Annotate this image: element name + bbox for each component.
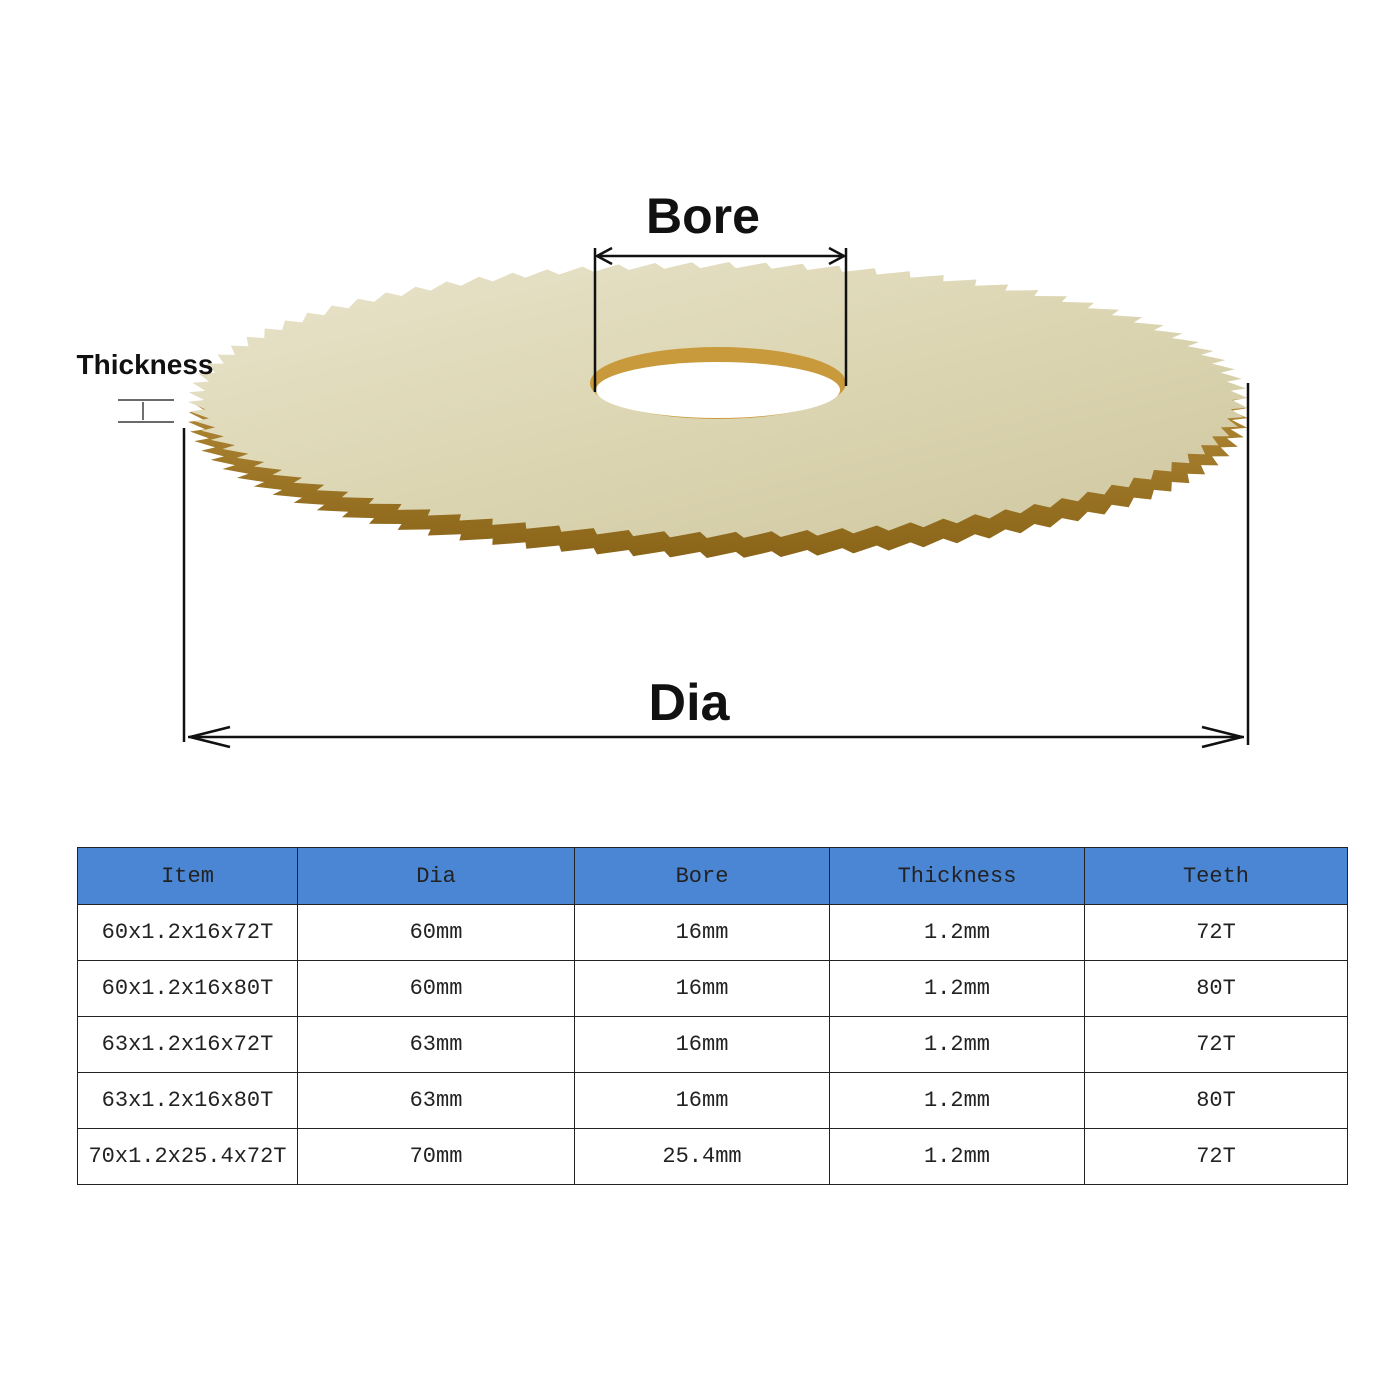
bore-hole xyxy=(596,362,840,418)
cell: 72T xyxy=(1084,1128,1348,1185)
table-row: 60x1.2x16x72T 60mm 16mm 1.2mm 72T xyxy=(77,904,1348,961)
cell: 80T xyxy=(1084,960,1348,1017)
header-cell: Item xyxy=(77,847,298,905)
cell: 1.2mm xyxy=(829,1128,1085,1185)
cell: 70mm xyxy=(297,1128,575,1185)
cell: 1.2mm xyxy=(829,1072,1085,1129)
cell: 16mm xyxy=(574,1016,830,1073)
table-row: 63x1.2x16x80T 63mm 16mm 1.2mm 80T xyxy=(77,1072,1348,1129)
cell: 60x1.2x16x80T xyxy=(77,960,298,1017)
cell: 80T xyxy=(1084,1072,1348,1129)
header-cell: Thickness xyxy=(829,847,1085,905)
cell: 70x1.2x25.4x72T xyxy=(77,1128,298,1185)
cell: 72T xyxy=(1084,904,1348,961)
cell: 25.4mm xyxy=(574,1128,830,1185)
header-cell: Teeth xyxy=(1084,847,1348,905)
dimension-lines xyxy=(118,246,1250,749)
header-cell: Bore xyxy=(574,847,830,905)
blade-diagram: Bore Dia Thickness xyxy=(77,188,1250,749)
cell: 16mm xyxy=(574,1072,830,1129)
header-cell: Dia xyxy=(297,847,575,905)
bore-label: Bore xyxy=(646,188,760,244)
cell: 63x1.2x16x80T xyxy=(77,1072,298,1129)
table-row: 70x1.2x25.4x72T 70mm 25.4mm 1.2mm 72T xyxy=(77,1128,1348,1185)
cell: 1.2mm xyxy=(829,960,1085,1017)
thickness-label: Thickness xyxy=(77,349,214,380)
cell: 63mm xyxy=(297,1016,575,1073)
table-row: 60x1.2x16x80T 60mm 16mm 1.2mm 80T xyxy=(77,960,1348,1017)
dia-label: Dia xyxy=(649,674,731,732)
cell: 16mm xyxy=(574,904,830,961)
spec-table: Item Dia Bore Thickness Teeth 60x1.2x16x72T 6… xyxy=(77,847,1348,1185)
cell: 60mm xyxy=(297,960,575,1017)
table-row: 63x1.2x16x72T 63mm 16mm 1.2mm 72T xyxy=(77,1016,1348,1073)
cell: 63mm xyxy=(297,1072,575,1129)
cell: 60mm xyxy=(297,904,575,961)
cell: 16mm xyxy=(574,960,830,1017)
cell: 1.2mm xyxy=(829,904,1085,961)
cell: 60x1.2x16x72T xyxy=(77,904,298,961)
cell: 72T xyxy=(1084,1016,1348,1073)
cell: 63x1.2x16x72T xyxy=(77,1016,298,1073)
cell: 1.2mm xyxy=(829,1016,1085,1073)
